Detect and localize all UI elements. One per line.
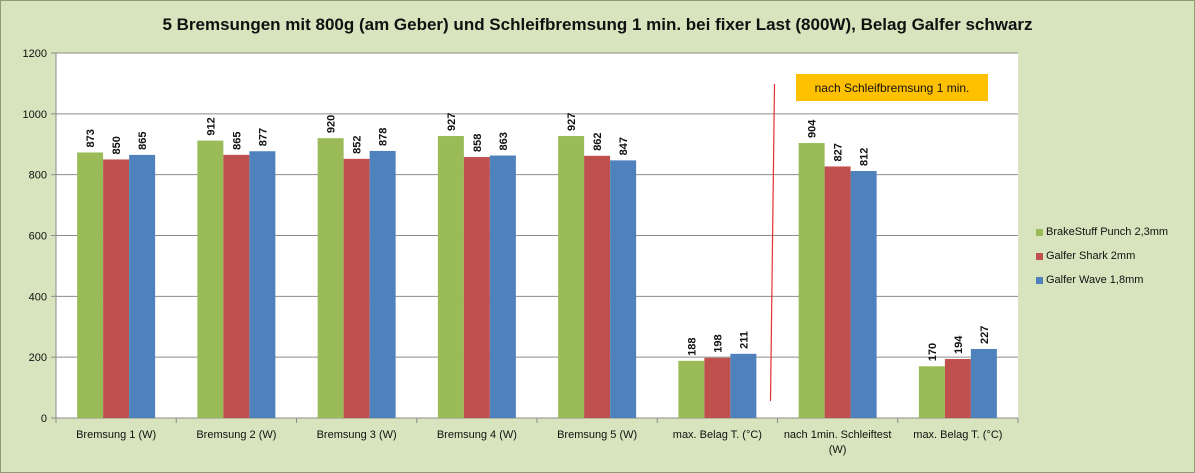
bar <box>437 136 464 418</box>
bar <box>704 357 731 418</box>
bar <box>103 159 130 419</box>
bar <box>610 160 637 418</box>
data-label: 227 <box>979 326 991 344</box>
x-tick-label: (W) <box>829 444 847 456</box>
data-label: 198 <box>712 334 724 352</box>
annotation-box <box>796 74 988 101</box>
data-label: 170 <box>927 343 939 361</box>
legend-item: Galfer Shark 2mm <box>1036 244 1168 268</box>
legend-label: Galfer Shark 2mm <box>1046 250 1136 262</box>
bar <box>970 348 997 418</box>
data-label: 912 <box>205 117 217 135</box>
bar <box>223 154 250 419</box>
bar <box>369 150 396 419</box>
chart-title: 5 Bremsungen mit 800g (am Geber) und Sch… <box>162 15 1033 34</box>
x-tick-label: nach 1min. Schleiftest <box>784 429 892 441</box>
data-label: 862 <box>592 132 604 150</box>
bar <box>463 157 490 418</box>
data-label: 873 <box>85 129 97 147</box>
x-tick-label: Bremsung 3 (W) <box>317 429 397 441</box>
data-label: 863 <box>498 132 510 150</box>
data-label: 904 <box>807 119 819 138</box>
legend-label: Galfer Wave 1,8mm <box>1046 274 1144 286</box>
data-label: 827 <box>833 143 845 161</box>
legend-swatch <box>1036 276 1043 284</box>
y-tick-label: 600 <box>29 231 47 243</box>
bar <box>129 154 156 419</box>
bar <box>317 138 344 418</box>
y-tick-label: 200 <box>29 352 47 364</box>
bar <box>944 358 971 418</box>
data-label: 927 <box>446 113 458 131</box>
annotation-text: nach Schleifbremsung 1 min. <box>815 81 970 95</box>
bar <box>678 360 705 418</box>
legend-item: Galfer Wave 1,8mm <box>1036 268 1168 292</box>
divider-line <box>769 83 776 402</box>
bar <box>197 140 224 418</box>
data-label: 858 <box>472 134 484 152</box>
data-label: 877 <box>257 128 269 146</box>
data-label: 211 <box>738 331 750 349</box>
data-label: 852 <box>352 135 364 153</box>
bar <box>584 155 611 418</box>
y-tick-label: 0 <box>41 413 47 425</box>
bar <box>798 143 825 419</box>
bar <box>489 155 516 419</box>
legend-swatch <box>1036 252 1043 260</box>
data-label: 850 <box>111 136 123 154</box>
data-label: 920 <box>326 115 338 133</box>
y-tick-label: 1000 <box>23 109 47 121</box>
legend-item: BrakeStuff Punch 2,3mm <box>1036 220 1168 244</box>
bar <box>77 152 104 418</box>
x-tick-label: Bremsung 4 (W) <box>437 429 517 441</box>
data-label: 878 <box>378 128 390 146</box>
y-tick-label: 800 <box>29 170 47 182</box>
x-tick-label: Bremsung 2 (W) <box>196 429 276 441</box>
y-tick-label: 400 <box>29 291 47 303</box>
legend: BrakeStuff Punch 2,3mm Galfer Shark 2mm Ga… <box>1036 220 1168 292</box>
x-tick-label: max. Belag T. (°C) <box>913 429 1002 441</box>
bar <box>850 171 877 418</box>
x-tick-label: max. Belag T. (°C) <box>673 429 762 441</box>
data-label: 188 <box>686 337 698 355</box>
x-tick-label: Bremsung 5 (W) <box>557 429 637 441</box>
bar <box>730 353 757 418</box>
y-tick-label: 1200 <box>23 48 47 60</box>
legend-swatch <box>1036 228 1043 236</box>
data-label: 194 <box>953 335 965 354</box>
bar <box>249 151 276 418</box>
bar <box>343 158 370 418</box>
bar <box>558 136 585 418</box>
data-label: 847 <box>618 137 630 155</box>
data-label: 812 <box>859 148 871 166</box>
data-label: 865 <box>231 132 243 150</box>
data-label: 865 <box>137 132 149 150</box>
legend-label: BrakeStuff Punch 2,3mm <box>1046 226 1169 238</box>
bar <box>918 366 945 418</box>
data-label: 927 <box>566 113 578 131</box>
bar <box>824 166 851 418</box>
x-tick-label: Bremsung 1 (W) <box>76 429 156 441</box>
